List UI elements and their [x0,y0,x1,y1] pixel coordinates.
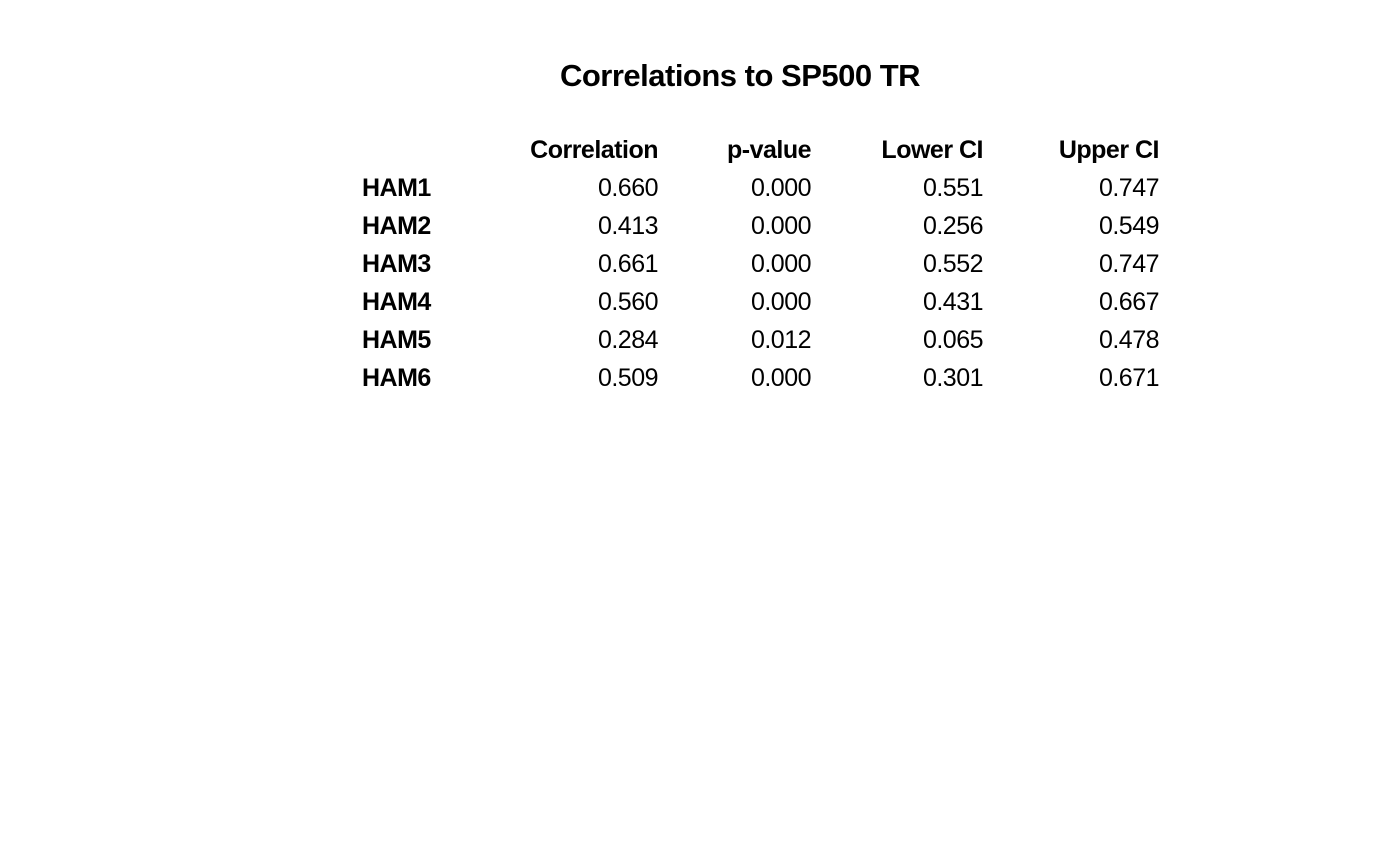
cell-upper-ci: 0.671 [1098,364,1160,392]
cell-p-value: 0.000 [750,174,812,202]
column-header-lower-ci: Lower CI [881,136,983,164]
table-row: HAM1 0.660 0.000 0.551 0.747 [362,169,1160,207]
cell-p-value: 0.000 [750,250,812,278]
cell-upper-ci: 0.667 [1098,288,1160,316]
cell-correlation: 0.509 [597,364,659,392]
cell-lower-ci: 0.256 [922,212,984,240]
correlation-table: Correlation p-value Lower CI Upper CI HA… [362,131,1160,397]
cell-p-value: 0.000 [750,364,812,392]
cell-lower-ci: 0.065 [922,326,984,354]
row-label: HAM3 [362,250,431,278]
table-row: HAM6 0.509 0.000 0.301 0.671 [362,359,1160,397]
table-header-row: Correlation p-value Lower CI Upper CI [362,131,1159,169]
corner-cell [362,131,494,169]
column-header-correlation: Correlation [530,136,658,164]
row-label: HAM5 [362,326,431,354]
cell-correlation: 0.660 [597,174,659,202]
cell-p-value: 0.012 [750,326,812,354]
cell-p-value: 0.000 [750,212,812,240]
cell-correlation: 0.560 [597,288,659,316]
row-label: HAM4 [362,288,431,316]
table-row: HAM5 0.284 0.012 0.065 0.478 [362,321,1160,359]
cell-upper-ci: 0.747 [1098,250,1160,278]
row-label: HAM2 [362,212,431,240]
cell-lower-ci: 0.301 [922,364,984,392]
cell-lower-ci: 0.552 [922,250,984,278]
cell-upper-ci: 0.549 [1098,212,1160,240]
row-label: HAM6 [362,364,431,392]
cell-lower-ci: 0.551 [922,174,984,202]
cell-correlation: 0.284 [597,326,659,354]
table-row: HAM3 0.661 0.000 0.552 0.747 [362,245,1160,283]
cell-correlation: 0.661 [597,250,659,278]
chart-title: Correlations to SP500 TR [559,58,921,93]
table-row: HAM4 0.560 0.000 0.431 0.667 [362,283,1160,321]
column-header-upper-ci: Upper CI [1058,136,1160,164]
cell-lower-ci: 0.431 [922,288,984,316]
column-header-p-value: p-value [726,136,812,164]
cell-p-value: 0.000 [750,288,812,316]
cell-upper-ci: 0.478 [1098,326,1160,354]
cell-upper-ci: 0.747 [1098,174,1160,202]
row-label: HAM1 [362,174,431,202]
cell-correlation: 0.413 [597,212,659,240]
table-row: HAM2 0.413 0.000 0.256 0.549 [362,207,1160,245]
